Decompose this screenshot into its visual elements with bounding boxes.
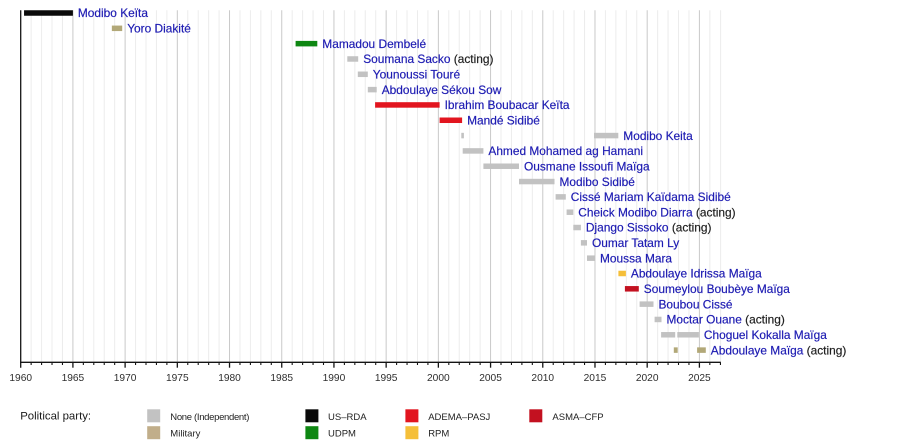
svg-text:Yoro Diakité: Yoro Diakité bbox=[127, 22, 191, 36]
svg-text:Mandé Sidibé: Mandé Sidibé bbox=[467, 113, 540, 127]
svg-text:Modibo Keïta: Modibo Keïta bbox=[78, 6, 148, 20]
svg-text:Cheick Modibo Diarra (acting): Cheick Modibo Diarra (acting) bbox=[578, 205, 735, 219]
svg-text:Abdoulaye Sékou Sow: Abdoulaye Sékou Sow bbox=[382, 83, 502, 97]
svg-text:ASMA–CFP: ASMA–CFP bbox=[552, 412, 603, 423]
svg-text:2010: 2010 bbox=[531, 373, 554, 384]
svg-text:Ahmed Mohamed ag Hamani: Ahmed Mohamed ag Hamani bbox=[488, 144, 643, 158]
svg-text:UDPM: UDPM bbox=[328, 429, 356, 440]
svg-text:None (Independent): None (Independent) bbox=[170, 412, 249, 423]
svg-text:Soumeylou Boubèye Maïga: Soumeylou Boubèye Maïga bbox=[644, 282, 790, 296]
svg-text:Modibo Sidibé: Modibo Sidibé bbox=[560, 175, 636, 189]
svg-text:Modibo Keita: Modibo Keita bbox=[623, 129, 693, 143]
svg-text:Ousmane Issoufi Maïga: Ousmane Issoufi Maïga bbox=[524, 159, 650, 173]
svg-text:1995: 1995 bbox=[375, 373, 398, 384]
svg-text:Moussa Mara: Moussa Mara bbox=[600, 251, 672, 265]
svg-text:RPM: RPM bbox=[428, 429, 449, 440]
svg-text:1970: 1970 bbox=[114, 373, 137, 384]
svg-text:Military: Military bbox=[170, 429, 200, 440]
svg-text:1960: 1960 bbox=[9, 373, 32, 384]
svg-text:Abdoulaye Maïga (acting): Abdoulaye Maïga (acting) bbox=[711, 343, 847, 357]
svg-text:2000: 2000 bbox=[427, 373, 450, 384]
svg-text:2015: 2015 bbox=[584, 373, 607, 384]
svg-text:1965: 1965 bbox=[62, 373, 85, 384]
svg-text:2025: 2025 bbox=[688, 373, 711, 384]
svg-text:2020: 2020 bbox=[636, 373, 659, 384]
svg-text:Mamadou Dembelé: Mamadou Dembelé bbox=[322, 37, 426, 51]
svg-text:Cissé Mariam Kaïdama Sidibé: Cissé Mariam Kaïdama Sidibé bbox=[571, 190, 731, 204]
svg-text:Boubou Cissé: Boubou Cissé bbox=[659, 297, 733, 311]
svg-text:1990: 1990 bbox=[323, 373, 346, 384]
svg-text:US–RDA: US–RDA bbox=[328, 412, 367, 423]
svg-text:Soumana Sacko (acting): Soumana Sacko (acting) bbox=[363, 52, 493, 66]
svg-text:Younoussi Touré: Younoussi Touré bbox=[373, 67, 461, 81]
svg-text:Ibrahim Boubacar Keïta: Ibrahim Boubacar Keïta bbox=[445, 98, 570, 112]
svg-text:Choguel Kokalla Maïga: Choguel Kokalla Maïga bbox=[704, 328, 827, 342]
svg-text:ADEMA–PASJ: ADEMA–PASJ bbox=[428, 412, 490, 423]
svg-text:1985: 1985 bbox=[270, 373, 293, 384]
svg-text:1980: 1980 bbox=[218, 373, 241, 384]
svg-text:Political party:: Political party: bbox=[20, 411, 91, 423]
svg-text:Oumar Tatam Ly: Oumar Tatam Ly bbox=[592, 236, 679, 250]
svg-text:Moctar Ouane (acting): Moctar Ouane (acting) bbox=[667, 313, 785, 327]
svg-text:Abdoulaye Idrissa Maïga: Abdoulaye Idrissa Maïga bbox=[631, 267, 762, 281]
svg-text:1975: 1975 bbox=[166, 373, 189, 384]
svg-text:Django Sissoko (acting): Django Sissoko (acting) bbox=[586, 221, 712, 235]
svg-text:2005: 2005 bbox=[479, 373, 502, 384]
